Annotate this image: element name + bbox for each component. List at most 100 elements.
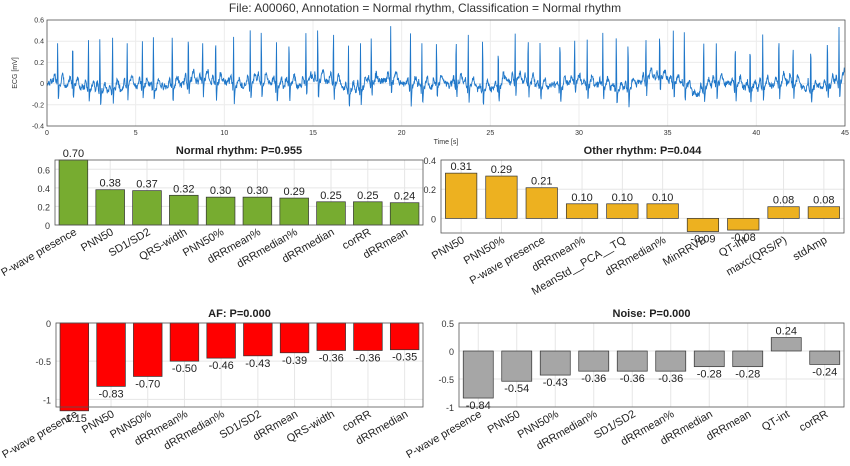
ecg-x-tick-label: 20 — [398, 130, 406, 137]
other-bar — [807, 206, 840, 219]
normal-y-tick-label: 0.6 — [37, 165, 50, 175]
other-bar — [686, 218, 720, 232]
other-bar — [727, 218, 760, 231]
af-bar — [279, 322, 310, 354]
noise-category-label: P-wave presence — [404, 408, 484, 461]
ecg-x-tick-label: 15 — [309, 130, 317, 137]
normal-bar — [58, 159, 89, 226]
other-chart-title: Other rhythm: P=0.044 — [584, 145, 703, 157]
normal-data-label: 0.38 — [99, 178, 120, 190]
noise-bar — [655, 350, 687, 372]
other-data-label: -0.09 — [690, 234, 715, 246]
noise-bar — [578, 350, 610, 372]
normal-y-tick-label: 0.4 — [37, 184, 50, 194]
af-data-label: -0.43 — [245, 358, 270, 370]
af-data-label: -0.39 — [282, 355, 307, 367]
other-data-label: 0.31 — [450, 161, 471, 173]
normal-bar — [95, 189, 125, 226]
other-data-label: 0.08 — [773, 195, 794, 207]
ecg-x-tick-label: 0 — [45, 130, 49, 137]
af-category-label: P-wave presence — [0, 408, 80, 461]
other-data-label: 0.08 — [813, 195, 834, 207]
other-data-label: 0.10 — [652, 192, 673, 204]
normal-data-label: 0.70 — [63, 148, 84, 160]
noise-bar — [770, 337, 802, 352]
other-data-label: 0.10 — [612, 192, 633, 204]
ecg-y-tick-label: 0 — [40, 81, 44, 88]
ecg-x-tick-label: 30 — [575, 130, 583, 137]
noise-category-label: QT-int — [760, 408, 792, 433]
normal-bar — [389, 202, 420, 226]
af-data-label: -0.36 — [319, 352, 344, 364]
other-bar — [525, 187, 558, 219]
af-data-label: -0.83 — [99, 388, 124, 400]
ecg-y-tick-label: 0.4 — [34, 39, 44, 46]
normal-data-label: 0.25 — [320, 190, 341, 202]
normal-data-label: 0.32 — [173, 183, 194, 195]
noise-data-label: -0.36 — [658, 373, 683, 385]
noise-y-tick-label: -0.5 — [438, 375, 454, 385]
ecg-x-tick-label: 25 — [486, 130, 494, 137]
noise-chart-title: Noise: P=0.000 — [613, 308, 691, 320]
noise-axes-box — [458, 322, 845, 408]
af-chart-title: AF: P=0.000 — [208, 308, 271, 320]
noise-data-label: -0.24 — [812, 366, 837, 378]
normal-data-label: 0.30 — [247, 185, 268, 197]
ecg-x-tick-label: 40 — [752, 130, 760, 137]
other-bar — [767, 206, 800, 219]
other-data-label: 0.29 — [491, 164, 512, 176]
af-bar — [243, 322, 273, 357]
af-data-label: -1.15 — [62, 413, 87, 425]
af-axes-box — [55, 322, 424, 408]
ecg-x-tick-label: 5 — [134, 130, 138, 137]
af-data-label: -0.50 — [172, 363, 197, 375]
af-data-label: -0.46 — [209, 360, 234, 372]
other-category-label: stdAmp — [791, 234, 829, 263]
af-bar — [133, 322, 163, 377]
other-axes-box — [440, 159, 845, 234]
normal-bar — [169, 194, 199, 226]
noise-data-label: -0.28 — [697, 369, 722, 381]
noise-y-tick-label: 0.5 — [441, 319, 454, 329]
af-y-tick-label: -0.5 — [35, 357, 51, 367]
noise-bar — [616, 350, 648, 372]
other-data-label: 0.10 — [571, 192, 592, 204]
af-bar — [59, 322, 90, 412]
noise-bar — [809, 350, 841, 365]
noise-data-label: -0.54 — [504, 383, 529, 395]
other-bar — [445, 172, 478, 219]
normal-data-label: 0.25 — [357, 190, 378, 202]
ecg-x-tick-label: 10 — [220, 130, 228, 137]
other-y-tick-label: 0 — [431, 214, 436, 224]
other-data-label: -0.08 — [731, 232, 756, 244]
normal-chart-title: Normal rhythm: P=0.955 — [176, 145, 302, 157]
noise-data-label: -0.36 — [581, 373, 606, 385]
normal-y-tick-label: 0.2 — [37, 202, 50, 212]
other-category-label: PNN50 — [430, 234, 467, 262]
ecg-y-axis-label: ECG [mV] — [12, 57, 19, 89]
normal-data-label: 0.29 — [283, 186, 304, 198]
ecg-x-axis-label: Time [s] — [434, 139, 459, 146]
normal-data-label: 0.30 — [210, 185, 231, 197]
af-bar — [389, 322, 420, 351]
af-data-label: -0.35 — [392, 352, 417, 364]
noise-bar — [462, 350, 494, 399]
normal-y-tick-label: 0 — [45, 221, 50, 231]
ecg-x-tick-label: 35 — [664, 130, 672, 137]
other-y-tick-label: 0.2 — [423, 185, 436, 195]
noise-data-label: -0.43 — [543, 377, 568, 389]
noise-data-label: -0.28 — [735, 369, 760, 381]
af-y-tick-label: -1 — [43, 395, 51, 405]
other-category-label: MinRRVB — [661, 234, 709, 268]
normal-data-label: 0.24 — [394, 191, 415, 203]
noise-bar — [693, 350, 725, 368]
normal-bar — [279, 197, 309, 226]
ecg-y-tick-label: -0.4 — [32, 124, 44, 131]
af-bar — [316, 322, 346, 351]
af-bar — [353, 322, 383, 351]
noise-data-label: -0.84 — [466, 400, 491, 412]
other-y-tick-label: 0.4 — [423, 156, 436, 166]
af-data-label: -0.70 — [135, 378, 160, 390]
noise-y-tick-label: 0 — [449, 347, 454, 357]
